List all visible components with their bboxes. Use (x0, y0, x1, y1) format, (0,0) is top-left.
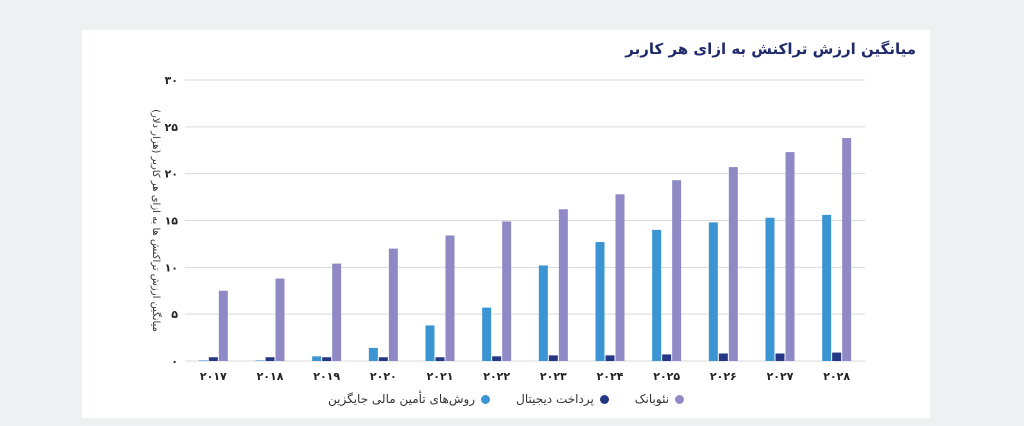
bar-digital-payment (718, 353, 728, 361)
bar-alternative-financing (822, 214, 832, 361)
bar-neobank (728, 167, 738, 361)
y-tick-label: ۳۰ (165, 74, 178, 87)
bar-alternative-financing (652, 229, 662, 361)
bar-digital-payment (435, 357, 445, 361)
y-tick-label: ۰ (171, 355, 178, 368)
bar-neobank (332, 263, 342, 361)
bar-alternative-financing (595, 242, 605, 361)
x-tick-label: ۲۰۱۹ (313, 370, 340, 383)
x-tick-label: ۲۰۲۴ (597, 370, 624, 383)
x-tick-label: ۲۰۲۸ (823, 370, 850, 383)
y-axis-title: میانگین ارزش تراکنش ها به ازای هر کاربر … (150, 109, 162, 332)
bar-neobank (785, 152, 795, 361)
legend-swatch-digital-payment (599, 394, 609, 404)
legend-item-neobank: نئوبانک (634, 392, 685, 406)
bar-digital-payment (775, 353, 785, 361)
chart-card: میانگین ارزش تراکنش به ازای هر کاربر ۰ ۵ ۱… (82, 30, 930, 418)
bar-neobank (275, 278, 285, 361)
legend: نئوبانک پرداخت دیجیتال روش‌های تأمین مال… (82, 392, 930, 406)
bar-digital-payment (322, 357, 332, 361)
y-tick-label: ۵ (171, 308, 178, 321)
bar-alternative-financing (765, 217, 775, 361)
chart-title: میانگین ارزش تراکنش به ازای هر کاربر (625, 40, 916, 58)
y-tick-label: ۲۰ (165, 168, 178, 181)
x-tick-label: ۲۰۱۸ (257, 370, 284, 383)
bar-alternative-financing (312, 356, 322, 361)
bar-neobank (388, 248, 398, 361)
bar-digital-payment (492, 356, 502, 361)
x-tick-label: ۲۰۲۵ (653, 370, 680, 383)
bar-digital-payment (662, 354, 672, 361)
x-tick-label: ۲۰۱۷ (200, 370, 227, 383)
bar-digital-payment (548, 355, 558, 361)
bar-neobank (672, 180, 682, 361)
bar-neobank (218, 290, 228, 361)
legend-label-alternative-financing: روش‌های تأمین مالی جایگزین (327, 392, 476, 406)
bar-alternative-financing (368, 347, 378, 361)
bar-neobank (445, 235, 455, 361)
x-tick-label: ۲۰۲۲ (483, 370, 510, 383)
bar-alternative-financing (482, 307, 492, 361)
bar-alternative-financing (198, 360, 208, 361)
bar-neobank (502, 221, 512, 361)
y-tick-label: ۲۵ (165, 121, 179, 134)
x-tick-label: ۲۰۲۷ (767, 370, 794, 383)
x-tick-label: ۲۰۲۶ (710, 370, 737, 383)
bar-alternative-financing (425, 325, 435, 361)
bar-digital-payment (378, 357, 388, 361)
legend-swatch-neobank (675, 394, 685, 404)
bar-alternative-financing (255, 360, 265, 361)
bar-neobank (842, 138, 852, 361)
x-tick-label: ۲۰۲۰ (370, 370, 397, 383)
x-tick-label: ۲۰۲۳ (540, 370, 567, 383)
y-tick-label: ۱۵ (165, 215, 179, 228)
x-tick-label: ۲۰۲۱ (427, 370, 454, 383)
legend-swatch-alternative-financing (481, 394, 491, 404)
legend-label-digital-payment: پرداخت دیجیتال (516, 392, 594, 406)
legend-item-digital-payment: پرداخت دیجیتال (516, 392, 609, 406)
bar-alternative-financing (708, 222, 718, 361)
bar-digital-payment (605, 355, 615, 361)
legend-label-neobank: نئوبانک (634, 392, 670, 406)
legend-item-alternative-financing: روش‌های تأمین مالی جایگزین (327, 392, 491, 406)
bar-neobank (615, 194, 625, 361)
bar-neobank (558, 209, 568, 361)
bar-alternative-financing (538, 265, 548, 361)
bar-digital-payment (208, 357, 218, 361)
bar-digital-payment (832, 352, 842, 361)
y-tick-label: ۱۰ (165, 261, 178, 274)
bar-digital-payment (265, 357, 275, 361)
